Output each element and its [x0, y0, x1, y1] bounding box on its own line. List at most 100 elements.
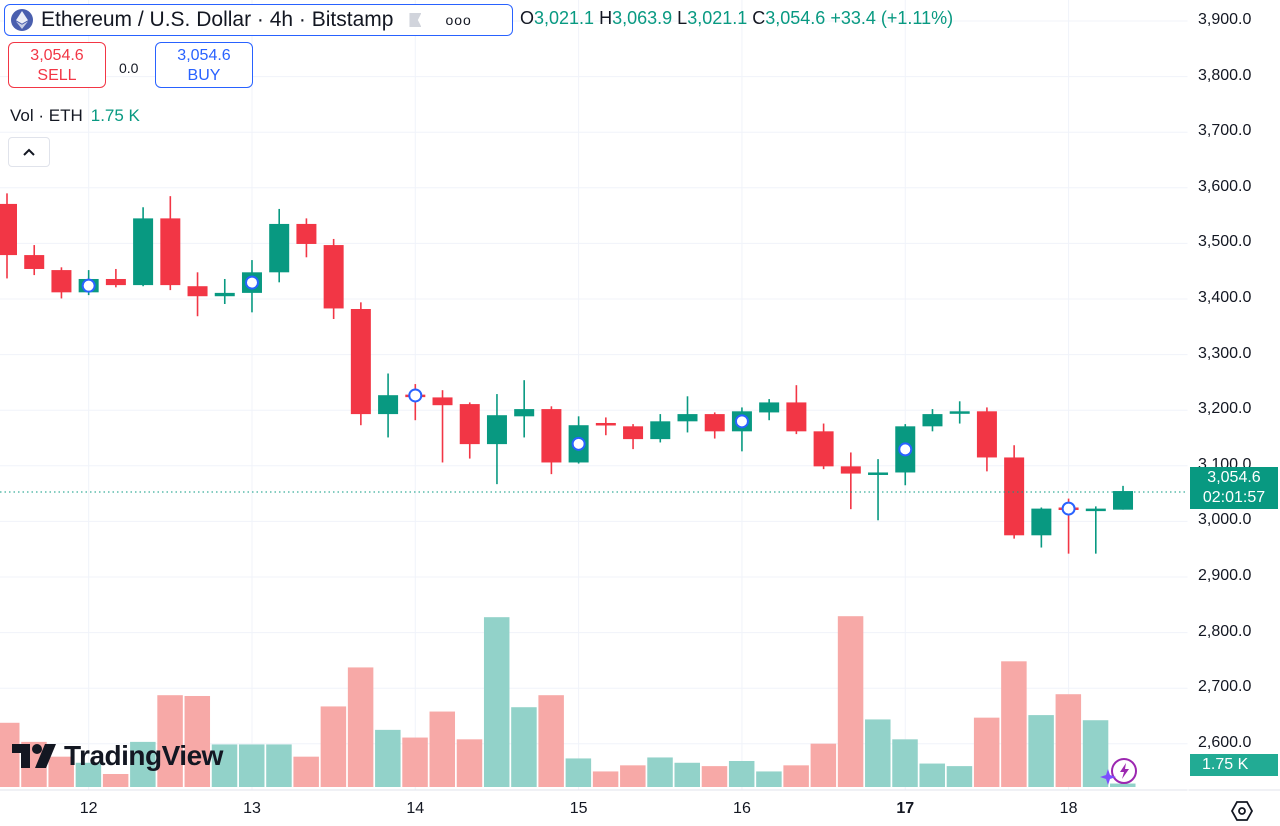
- volume-bar: [75, 762, 102, 787]
- volume-bar: [130, 741, 156, 787]
- volume-bar: [456, 739, 483, 787]
- candle-up: [514, 380, 535, 438]
- change-value: +33.4 (+1.11%): [830, 8, 954, 28]
- candle-up: [868, 459, 889, 521]
- volume-bar: [266, 744, 292, 787]
- spread-value: 0.0: [119, 60, 139, 76]
- candle-body: [595, 422, 616, 426]
- candle-down: [432, 390, 453, 463]
- volume-tag: 1.75 K: [1190, 754, 1278, 776]
- candle-body: [486, 415, 507, 445]
- more-options-icon[interactable]: ooo: [445, 12, 472, 28]
- event-marker-icon[interactable]: [1061, 501, 1076, 516]
- volume-bar: [538, 695, 564, 787]
- volume-bar: [620, 765, 646, 787]
- candle-body: [840, 466, 861, 474]
- volume-bar: [511, 707, 537, 787]
- candle-down: [0, 193, 17, 279]
- candle-body: [187, 286, 208, 297]
- volume-bar: [48, 756, 74, 787]
- time-tick-label: 16: [733, 800, 751, 817]
- candle-body: [1031, 508, 1052, 536]
- symbol-title-button[interactable]: Ethereum / U.S. Dollar · 4h · Bitstamp o…: [4, 4, 513, 36]
- candle-down: [840, 452, 861, 510]
- tradingview-logo-icon: [12, 744, 56, 768]
- volume-bar: [320, 706, 347, 787]
- candle-up: [1085, 506, 1106, 554]
- volume-bar: [238, 744, 265, 787]
- event-markers[interactable]: [81, 275, 1076, 516]
- candle-body: [105, 278, 126, 286]
- candle-body: [24, 255, 45, 269]
- candle-up: [677, 396, 698, 433]
- settings-icon[interactable]: [1230, 799, 1254, 823]
- volume-legend[interactable]: Vol · ETH 1.75 K: [10, 106, 140, 126]
- event-marker-icon[interactable]: [81, 278, 96, 293]
- assistant-icon[interactable]: [1100, 755, 1142, 787]
- volume-bar: [837, 616, 864, 787]
- tradingview-logo[interactable]: TradingView: [12, 740, 223, 772]
- open-value: 3,021.1: [534, 8, 595, 28]
- volume-bar: [565, 758, 592, 787]
- candle-down: [786, 385, 807, 435]
- time-tick-label: 12: [79, 800, 98, 817]
- volume-bar: [211, 744, 238, 787]
- candle-body: [269, 223, 290, 273]
- price-tick-label: 3,800.0: [1198, 66, 1252, 84]
- volume-bar: [157, 695, 183, 787]
- ohlc-legend: O3,021.1 H3,063.9 L3,021.1 C3,054.6 +33.…: [520, 8, 954, 28]
- volume-bar: [728, 760, 755, 787]
- price-tick-label: 3,400.0: [1198, 289, 1252, 306]
- candle-down: [350, 302, 371, 426]
- time-tick-label: 17: [896, 800, 915, 817]
- volume-bar: [783, 765, 809, 787]
- collapse-legend-button[interactable]: [8, 137, 50, 167]
- candle-down: [595, 417, 616, 436]
- candle-body: [976, 411, 997, 458]
- volume-bar: [1110, 783, 1136, 787]
- candle-body: [922, 414, 943, 427]
- volume-bar: [1028, 715, 1054, 787]
- price-tick-label: 2,900.0: [1198, 567, 1252, 584]
- price-tick-label: 3,000.0: [1198, 511, 1252, 529]
- sell-button[interactable]: 3,054.6 SELL: [8, 42, 106, 88]
- candle-down: [51, 267, 72, 299]
- volume-bar: [810, 743, 837, 787]
- time-tick-label: 18: [1059, 800, 1078, 817]
- event-marker-icon[interactable]: [244, 275, 259, 290]
- candle-body: [786, 402, 807, 432]
- time-tick-label: 15: [569, 800, 588, 817]
- volume-bar: [293, 756, 319, 787]
- event-marker-icon[interactable]: [898, 442, 913, 457]
- candle-body: [432, 397, 453, 406]
- current-price: 3,054.6: [1207, 469, 1261, 486]
- volume-legend-label: Vol · ETH: [10, 106, 83, 125]
- buy-button[interactable]: 3,054.6 BUY: [155, 42, 253, 88]
- candle-body: [759, 402, 780, 413]
- candle-body: [868, 472, 889, 475]
- volume-bar: [347, 667, 374, 787]
- price-tick-label: 3,700.0: [1198, 122, 1252, 140]
- candle-body: [813, 431, 834, 467]
- volume-bar: [592, 771, 619, 787]
- candle-body: [623, 426, 644, 440]
- candle-down: [160, 196, 181, 291]
- volume-legend-value: 1.75 K: [90, 106, 140, 125]
- event-marker-icon[interactable]: [571, 436, 586, 451]
- flag-icon[interactable]: [409, 13, 422, 27]
- price-tick-label: 3,200.0: [1198, 400, 1252, 418]
- candle-body: [1113, 491, 1134, 510]
- candle-body: [677, 414, 698, 422]
- volume-bar: [429, 711, 456, 787]
- buy-label: BUY: [187, 67, 221, 84]
- candle-up: [378, 373, 399, 438]
- candle-up: [922, 409, 943, 432]
- candle-down: [1004, 445, 1025, 539]
- high-value: 3,063.9: [612, 8, 673, 28]
- event-marker-icon[interactable]: [408, 388, 423, 403]
- candle-body: [323, 245, 344, 309]
- volume-bar: [402, 737, 428, 787]
- event-marker-icon[interactable]: [734, 414, 749, 429]
- candle-body: [214, 292, 235, 297]
